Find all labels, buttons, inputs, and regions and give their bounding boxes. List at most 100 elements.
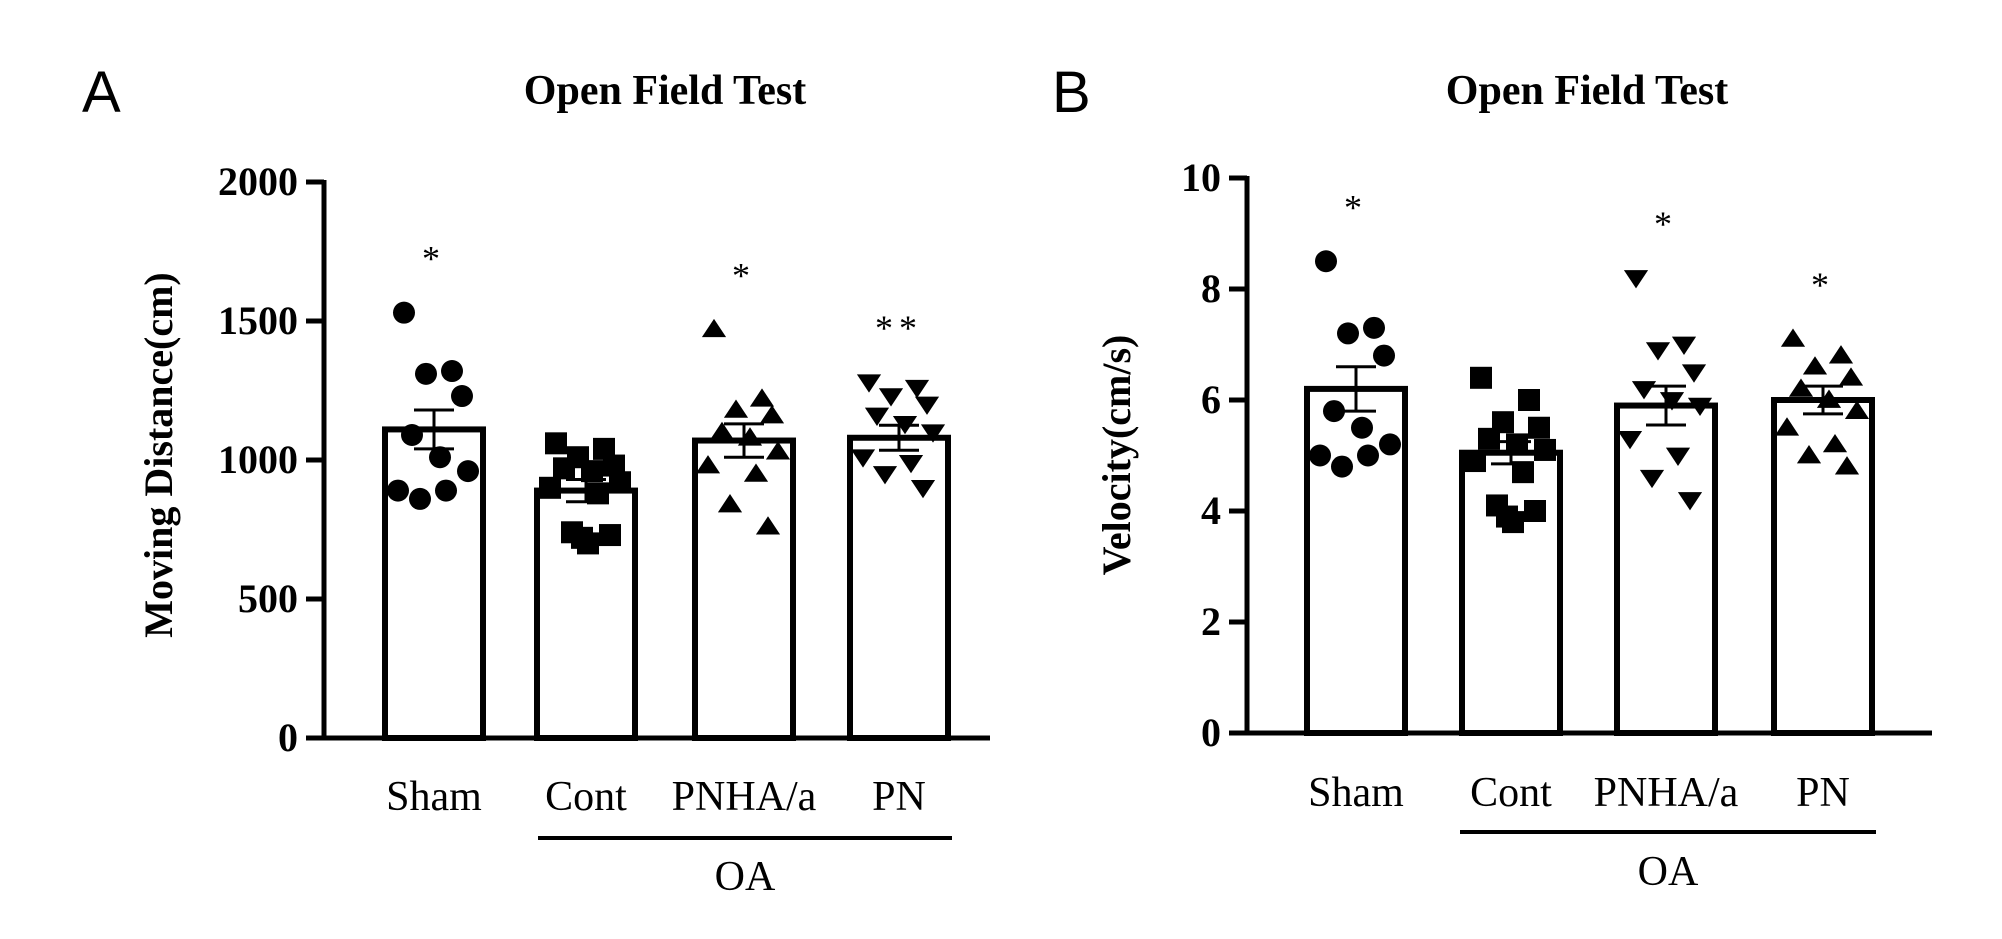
panel-a-point-sham: [409, 487, 431, 510]
panel-b-point-sham: [1373, 344, 1395, 367]
panel-a-point-cont: [599, 524, 621, 547]
panel-a-point-pn: [920, 424, 946, 443]
panel-a-point-pn: [850, 449, 876, 468]
panel-b-point-pn: [1822, 433, 1848, 453]
panel-a-point-cont: [539, 476, 561, 499]
panel-b-point-pnhaa: [1677, 492, 1703, 511]
panel-a-point-pn: [898, 454, 924, 474]
panel-a-category-label-sham: Sham: [386, 774, 482, 820]
panel-a-y-tick-label: 2000: [218, 159, 298, 204]
panel-a-significance-sham: *: [422, 239, 446, 279]
panel-a-point-pnhaa: [755, 516, 781, 535]
panel-b-point-pn: [1780, 328, 1806, 347]
panel-a-title: Open Field Test: [524, 68, 806, 114]
panel-a-point-cont: [581, 460, 603, 483]
panel-b-group-label: OA: [1638, 849, 1699, 895]
panel-b-point-pn: [1802, 356, 1828, 375]
panel-b-bar-pnhaa: [1614, 402, 1718, 736]
panel-b-point-pnhaa: [1681, 364, 1707, 383]
panel-a-point-pn: [910, 479, 936, 499]
panel-a-y-axis-label: Moving Distance(cm): [136, 272, 181, 637]
panel-a-point-sham: [415, 362, 437, 385]
panel-a-point-sham: [451, 385, 473, 408]
panel-b-plot: * * * 0 2 4 6 8 10 Sham Cont PNHA/a PN OA: [1181, 155, 1932, 895]
panel-a-point-sham: [387, 479, 409, 502]
panel-b-point-pnhaa: [1617, 431, 1643, 450]
panel-b-point-sham: [1357, 444, 1379, 467]
panel-a-point-pnhaa: [709, 421, 735, 441]
panel-a-significance-pn: **: [875, 308, 923, 348]
panel-a-category-label-pnhaa: PNHA/a: [672, 774, 817, 820]
panel-b-significance-sham: *: [1344, 187, 1368, 227]
panel-b-point-cont: [1506, 433, 1528, 456]
panel-a-point-pnhaa: [701, 318, 727, 338]
panel-a-point-pn: [864, 407, 890, 426]
panel-b-significance-pn: *: [1811, 265, 1835, 305]
panel-a-point-pn: [914, 396, 940, 415]
panel-a-point-pnhaa: [737, 427, 763, 446]
panel-a-point-pnhaa: [759, 405, 785, 424]
panel-a-y-tick-label: 1500: [218, 298, 298, 343]
panel-b-point-pnhaa: [1639, 469, 1665, 489]
panel-a-point-sham: [457, 460, 479, 483]
panel-a-point-cont: [603, 454, 625, 477]
panel-a-point-pn: [872, 466, 898, 485]
panel-a-point-pn: [856, 374, 882, 393]
panel-a-point-cont: [593, 437, 615, 460]
panel-b-title: Open Field Test: [1446, 68, 1728, 114]
panel-a-point-sham: [441, 360, 463, 383]
panel-a-point-pnhaa: [743, 463, 769, 482]
panel-a-letter: A: [82, 60, 121, 125]
panel-b-significance-pnhaa: *: [1654, 204, 1678, 244]
panel-a-point-cont: [545, 432, 567, 455]
panel-a-y-tick-label: 1000: [218, 437, 298, 482]
panel-b-point-pn: [1834, 456, 1860, 475]
panel-b-point-sham: [1323, 400, 1345, 423]
panel-a-y-tick-label: 0: [278, 715, 298, 760]
panel-b-y-tick-label: 4: [1201, 488, 1221, 533]
panel-a: A Open Field Test Moving Distance(cm) * *…: [82, 60, 990, 900]
panel-b-point-cont: [1492, 411, 1514, 434]
panel-b-point-sham: [1309, 444, 1331, 467]
panel-a-category-label-cont: Cont: [545, 774, 627, 820]
panel-b-bar-cont: [1459, 449, 1563, 736]
panel-a-group-label: OA: [715, 854, 776, 900]
panel-a-point-pn: [904, 379, 930, 399]
panel-b-category-label-sham: Sham: [1308, 770, 1404, 816]
panel-b-point-pnhaa: [1631, 381, 1657, 400]
panel-a-bar-pn: [847, 434, 951, 741]
panel-b-bar-pn: [1771, 397, 1875, 736]
panel-a-point-pnhaa: [749, 388, 775, 407]
panel-b-point-cont: [1512, 461, 1534, 484]
panel-b-point-pn: [1788, 378, 1814, 397]
panel-b-point-pn: [1774, 417, 1800, 436]
panel-b-point-sham: [1363, 316, 1385, 339]
panel-b-y-tick-label: 2: [1201, 599, 1221, 644]
panel-b-point-cont: [1470, 366, 1492, 389]
panel-b-point-sham: [1337, 322, 1359, 345]
panel-a-point-sham: [429, 446, 451, 469]
panel-b-y-axis-label: Velocity(cm/s): [1094, 335, 1139, 576]
panel-a-category-label-pn: PN: [872, 774, 926, 820]
panel-b-y-tick-label: 8: [1201, 266, 1221, 311]
panel-b-point-cont: [1534, 438, 1556, 461]
panel-b-point-sham: [1315, 250, 1337, 273]
panel-a-point-pnhaa: [765, 441, 791, 460]
panel-b-y-tick-label: 6: [1201, 377, 1221, 422]
panel-b-category-label-pn: PN: [1796, 770, 1850, 816]
panel-b-point-cont: [1464, 450, 1486, 473]
panel-a-bar-pnhaa: [692, 437, 796, 741]
panel-a-point-cont: [609, 471, 631, 494]
panel-b-point-pnhaa: [1623, 270, 1649, 289]
panel-b-point-sham: [1351, 416, 1373, 439]
panel-b-point-cont: [1478, 427, 1500, 450]
panel-b-y-tick-label: 10: [1181, 155, 1221, 200]
panel-b-point-pnhaa: [1665, 447, 1691, 466]
panel-b-point-pnhaa: [1645, 342, 1671, 361]
panel-b-point-cont: [1524, 500, 1546, 522]
panel-a-y-tick-label: 500: [238, 576, 298, 621]
panel-a-point-pnhaa: [717, 494, 743, 513]
panel-b-y-tick-label: 0: [1201, 710, 1221, 755]
panel-b-point-cont: [1528, 416, 1550, 439]
